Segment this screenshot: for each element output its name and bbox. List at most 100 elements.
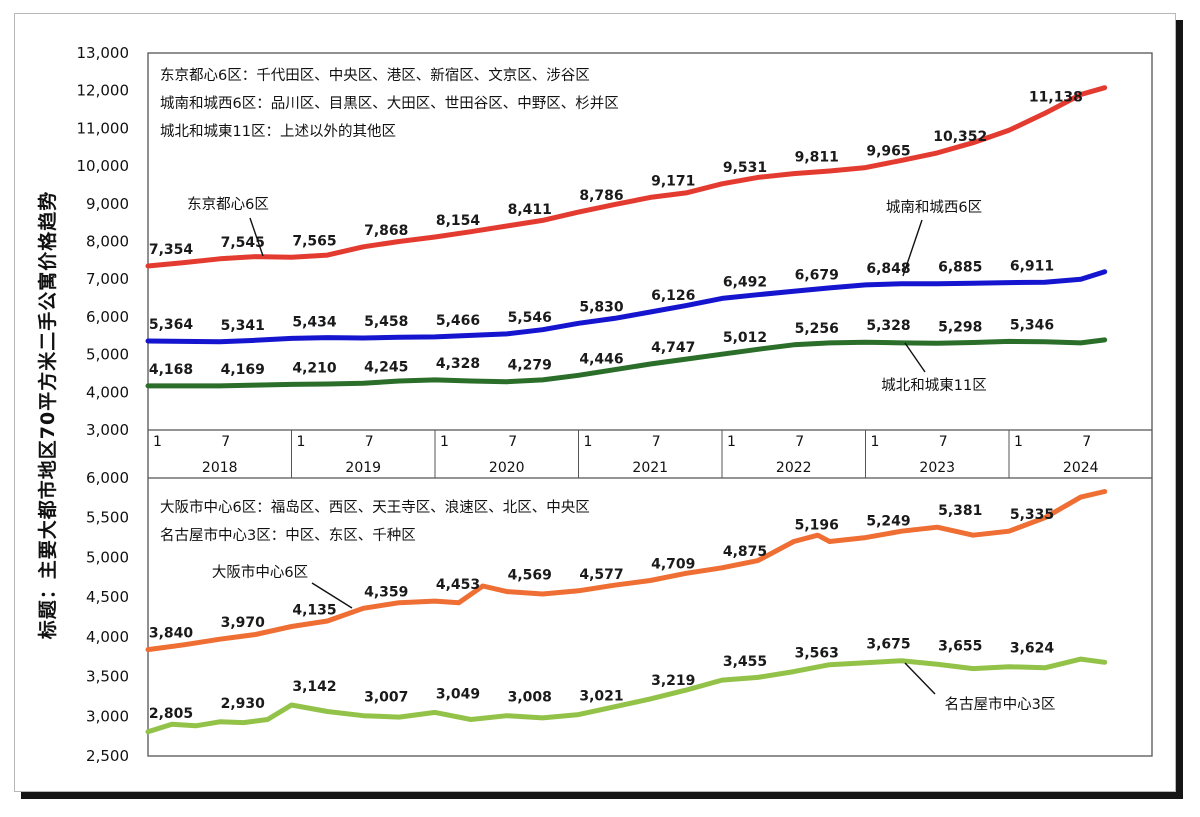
data-label: 3,563 (795, 646, 839, 662)
data-label: 4,245 (364, 359, 408, 375)
year-label: 2023 (919, 460, 955, 476)
data-label: 3,049 (436, 686, 480, 702)
data-label: 4,169 (221, 362, 265, 378)
data-label: 5,249 (866, 514, 910, 530)
y-tick-label: 5,000 (86, 346, 129, 364)
series-name-pointer (904, 662, 936, 695)
data-label: 5,196 (795, 518, 839, 534)
legend-note: 名古屋市中心3区：中区、东区、千种区 (160, 527, 416, 544)
month-tick-label: 7 (221, 434, 230, 450)
data-label: 2,805 (149, 706, 193, 722)
data-label: 5,381 (938, 503, 982, 519)
data-label: 2,930 (221, 696, 266, 712)
data-label: 11,138 (1029, 89, 1083, 105)
month-tick-label: 1 (153, 434, 162, 450)
panel-2: 2,500 3,000 3,500 4,000 4,500 5,000 5,500 6,000… (86, 469, 1108, 765)
data-label: 6,492 (723, 274, 767, 290)
series-name: 城北和城東11区 (881, 377, 986, 394)
series-name-pointer (902, 219, 923, 277)
y-tick-label: 11,000 (77, 119, 130, 137)
data-label: 6,885 (938, 260, 982, 276)
data-label: 3,655 (938, 638, 982, 654)
data-label: 4,569 (508, 568, 552, 584)
data-label: 4,328 (436, 356, 480, 372)
month-tick-label: 1 (871, 434, 880, 450)
data-label: 4,168 (149, 362, 193, 378)
series-name-pointer (311, 582, 353, 609)
series-name-pointer (904, 342, 926, 373)
data-label: 5,434 (292, 314, 337, 330)
month-tick-label: 1 (727, 434, 736, 450)
month-tick-label: 7 (939, 434, 948, 450)
data-label: 3,455 (723, 654, 767, 670)
year-label: 2022 (776, 460, 812, 476)
data-label: 8,154 (436, 213, 481, 229)
legend-note: 大阪市中心6区：福岛区、西区、天王寺区、浪速区、北区、中央区 (160, 499, 590, 516)
series-line (145, 85, 1108, 269)
data-label: 4,279 (508, 358, 552, 374)
y-tick-label: 5,000 (86, 548, 129, 566)
data-label: 4,747 (651, 340, 695, 356)
year-label: 2024 (1063, 460, 1099, 476)
data-label: 5,328 (866, 318, 910, 334)
y-tick-label: 13,000 (77, 44, 130, 62)
legend-note: 城南和城西6区：品川区、目黒区、大田区、世田谷区、中野区、杉并区 (160, 95, 619, 112)
data-label: 3,624 (1010, 641, 1055, 657)
data-label: 4,453 (436, 577, 480, 593)
data-label: 7,354 (149, 242, 194, 258)
plot-content: 3,000 4,000 5,000 6,000 7,000 8,000 9,000 10,00… (77, 44, 1108, 765)
legend-note: 东京都心6区：千代田区、中央区、港区、新宿区、文京区、涉谷区 (160, 67, 590, 84)
data-label: 6,848 (866, 261, 910, 277)
year-label: 2020 (489, 460, 525, 476)
data-label: 3,970 (221, 615, 266, 631)
data-label: 8,411 (508, 202, 552, 218)
y-tick-label: 4,000 (86, 383, 129, 401)
y-tick-label: 8,000 (86, 233, 129, 251)
month-tick-label: 7 (1082, 434, 1091, 450)
series-name: 东京都心6区 (187, 196, 269, 213)
data-label: 5,298 (938, 319, 982, 335)
data-label: 9,171 (651, 173, 695, 189)
y-tick-label: 6,000 (86, 469, 129, 487)
series-name-pointer (249, 217, 264, 257)
data-label: 5,546 (508, 310, 552, 326)
data-label: 5,335 (1010, 507, 1054, 523)
month-tick-label: 1 (440, 434, 449, 450)
data-label: 5,830 (579, 299, 624, 315)
series-name: 城南和城西6区 (886, 199, 982, 216)
data-label: 8,786 (579, 188, 623, 204)
y-tick-label: 5,500 (86, 509, 129, 527)
month-tick-label: 7 (508, 434, 517, 450)
outer-frame (147, 52, 1153, 757)
data-label: 4,875 (723, 544, 767, 560)
legend-note: 城北和城東11区：上述以外的其他区 (160, 123, 396, 140)
data-label: 6,126 (651, 288, 695, 304)
year-label: 2018 (202, 460, 238, 476)
y-tick-label: 2,500 (86, 747, 129, 765)
month-tick-label: 1 (584, 434, 593, 450)
year-label: 2019 (345, 460, 381, 476)
data-label: 5,346 (1010, 317, 1054, 333)
data-label: 3,142 (292, 679, 336, 695)
data-label: 3,219 (651, 673, 695, 689)
series-line (145, 269, 1108, 345)
month-tick-label: 7 (365, 434, 374, 450)
series-line (145, 489, 1108, 653)
y-tick-label: 4,500 (86, 588, 129, 606)
month-tick-label: 7 (795, 434, 804, 450)
data-label: 4,210 (292, 360, 337, 376)
chart-card (14, 13, 1176, 792)
series-name: 大阪市中心6区 (212, 564, 308, 581)
year-label: 2021 (632, 460, 668, 476)
data-label: 7,545 (221, 235, 265, 251)
y-tick-label: 3,000 (86, 421, 129, 439)
series-line (145, 337, 1108, 389)
data-label: 9,531 (723, 160, 767, 176)
data-label: 4,446 (579, 351, 623, 367)
data-label: 7,868 (364, 223, 408, 239)
y-tick-label: 9,000 (86, 195, 129, 213)
y-tick-label: 6,000 (86, 308, 129, 326)
data-label: 5,364 (149, 317, 194, 333)
month-tick-label: 1 (1014, 434, 1023, 450)
